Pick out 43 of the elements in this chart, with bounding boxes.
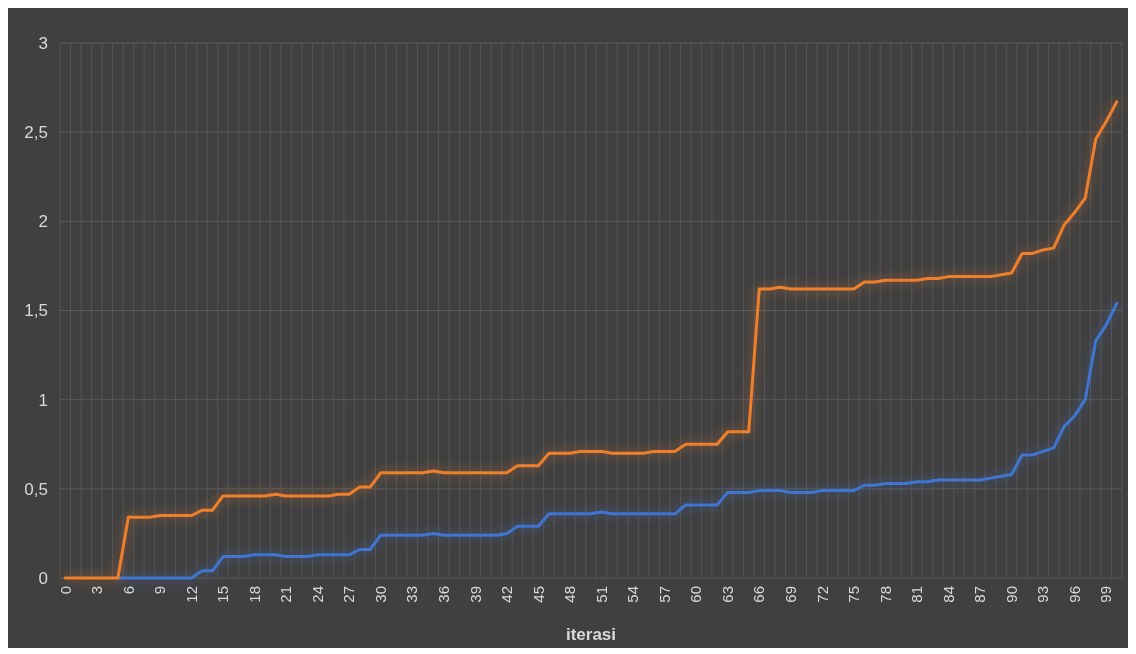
x-tick-label: 51 bbox=[592, 586, 610, 603]
x-tick-label: 30 bbox=[371, 586, 389, 603]
x-tick-label: 63 bbox=[718, 586, 736, 603]
y-tick-label: 0,5 bbox=[24, 479, 48, 499]
x-tick-label: 57 bbox=[655, 586, 673, 603]
x-tick-label: 45 bbox=[529, 586, 547, 603]
x-tick-label: 12 bbox=[182, 586, 200, 603]
x-tick-label: 78 bbox=[876, 586, 894, 603]
x-tick-label: 54 bbox=[624, 586, 642, 603]
x-tick-label: 72 bbox=[813, 586, 831, 603]
x-tick-label: 6 bbox=[119, 586, 137, 595]
x-tick-label: 0 bbox=[56, 586, 74, 595]
x-tick-label: 48 bbox=[561, 586, 579, 603]
x-tick-label: 21 bbox=[277, 586, 295, 603]
x-tick-label: 81 bbox=[908, 586, 926, 603]
x-tick-label: 87 bbox=[971, 586, 989, 603]
y-tick-label: 1,5 bbox=[24, 301, 48, 321]
x-tick-label: 60 bbox=[687, 586, 705, 603]
x-tick-label: 33 bbox=[403, 586, 421, 603]
x-tick-label: 96 bbox=[1065, 586, 1083, 603]
line-series bbox=[63, 100, 1119, 580]
y-tick-label: 2 bbox=[38, 212, 48, 232]
line-series bbox=[116, 301, 1119, 580]
x-tick-label: 66 bbox=[750, 586, 768, 603]
y-tick-label: 1 bbox=[38, 390, 48, 410]
x-tick-label: 3 bbox=[88, 586, 106, 595]
y-tick-label: 3 bbox=[38, 33, 48, 53]
x-tick-label: 75 bbox=[845, 586, 863, 603]
x-axis-title: iterasi bbox=[565, 625, 617, 644]
x-tick-label: 9 bbox=[151, 586, 169, 595]
x-tick-label: 84 bbox=[939, 586, 957, 603]
x-tick-label: 42 bbox=[498, 586, 516, 603]
x-tick-label: 69 bbox=[782, 586, 800, 603]
y-tick-label: 2,5 bbox=[24, 123, 48, 143]
x-tick-label: 15 bbox=[214, 586, 232, 603]
x-tick-label: 18 bbox=[245, 586, 263, 603]
x-tick-label: 90 bbox=[1002, 586, 1020, 603]
x-tick-label: 36 bbox=[435, 586, 453, 603]
x-tick-label: 24 bbox=[308, 586, 326, 603]
x-tick-label: 27 bbox=[340, 586, 358, 603]
x-tick-label: 39 bbox=[466, 586, 484, 603]
x-tick-label: 99 bbox=[1097, 586, 1115, 603]
x-tick-label: 93 bbox=[1034, 586, 1052, 603]
